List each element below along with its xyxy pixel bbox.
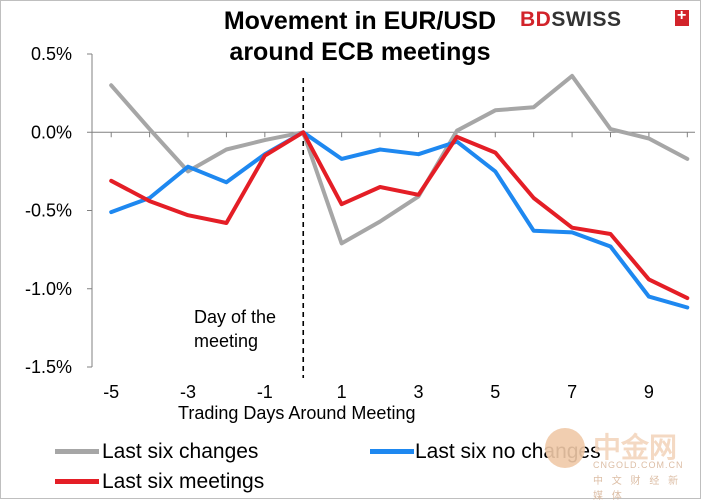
annotation-line1: Day of the <box>194 307 277 327</box>
legend-swatch-no-changes <box>370 449 414 454</box>
x-tick-label: 7 <box>567 382 577 402</box>
legend-label-meetings: Last six meetings <box>102 470 265 493</box>
x-tick-label: 9 <box>644 382 654 402</box>
meeting-annotation: Day of the meeting <box>194 305 276 353</box>
series-line-last-six-meetings <box>109 130 690 301</box>
x-tick-label: -1 <box>257 382 273 402</box>
y-tick-label: -0.5% <box>25 201 72 221</box>
chart-title-line1: Movement in EUR/USD <box>223 7 497 35</box>
x-axis-title: Trading Days Around Meeting <box>178 403 416 423</box>
swiss-cross-icon <box>675 7 689 26</box>
brand-logo: BDSWISS <box>520 8 622 32</box>
x-tick-label: 1 <box>337 382 347 402</box>
brand-part1: BD <box>520 8 552 31</box>
chart-title-line2: around ECB meetings <box>229 38 491 66</box>
x-tick-label: -3 <box>180 382 196 402</box>
y-tick-label: 0.5% <box>31 44 72 64</box>
watermark-logo: 中金网 CNGOLD.COM.CN 中 文 财 经 新 媒 体 <box>545 426 695 502</box>
watermark-url: CNGOLD.COM.CN <box>593 460 684 470</box>
brand-part2: SWISS <box>551 8 622 31</box>
legend-swatch-changes <box>55 449 99 454</box>
legend-swatch-meetings <box>55 479 99 484</box>
series-line-last-six-changes <box>109 73 690 246</box>
y-tick-label: 0.0% <box>31 122 72 142</box>
y-tick-label: -1.0% <box>25 279 72 299</box>
x-tick-label: 3 <box>413 382 423 402</box>
x-tick-label: -5 <box>103 382 119 402</box>
legend-label-changes: Last six changes <box>102 440 259 463</box>
chart-title: Movement in EUR/USD around ECB meetings <box>150 6 570 68</box>
watermark-tagline: 中 文 财 经 新 媒 体 <box>593 476 682 502</box>
watermark-text: 中金网 <box>593 432 678 463</box>
series-line-last-six-no-changes <box>109 130 690 310</box>
annotation-line2: meeting <box>194 331 259 351</box>
y-tick-label: -1.5% <box>25 357 72 377</box>
watermark-coin-icon <box>545 428 585 468</box>
x-tick-label: 5 <box>490 382 500 402</box>
